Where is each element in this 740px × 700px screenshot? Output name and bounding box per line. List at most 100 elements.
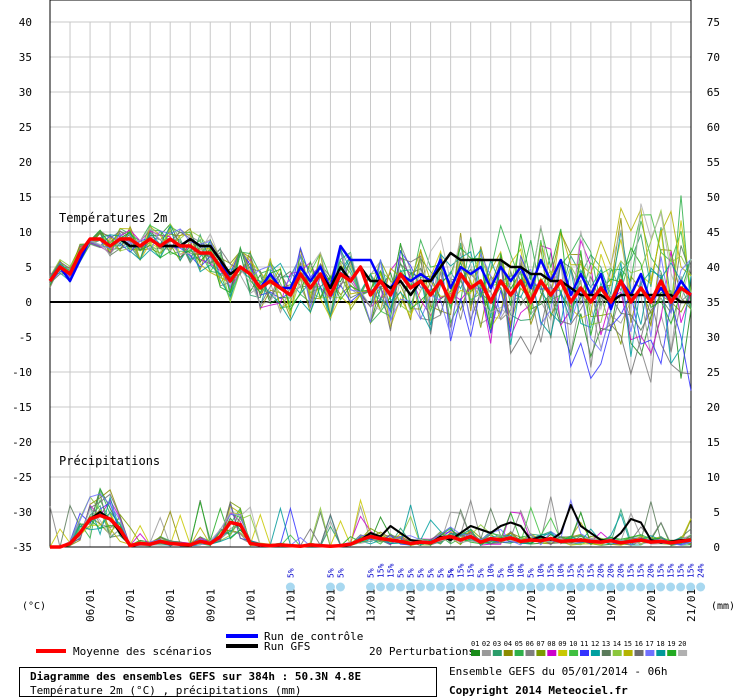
chart-title: Diagramme des ensembles GEFS sur 384h : … [30,670,362,683]
snow-probability-label: 15% [637,563,646,578]
snow-flake-icon [656,582,666,592]
perturbation-legend-swatch [667,650,677,656]
perturbation-legend-swatch [580,650,589,656]
perturbation-color-legend: 01 02 03 04 05 06 07 08 09 10 11 12 13 14 15 16 17 18 19 20 [471,640,688,656]
date-label: 14/01 [405,589,418,622]
right-tick-label: 15 [707,436,720,449]
left-tick-label: -30 [12,506,32,519]
snow-flake-icon [686,582,696,592]
chart-subtitle: Température 2m (°C) , précipitations (mm… [30,684,302,697]
snow-probability-label: 5% [427,568,436,578]
left-tick-label: -10 [12,366,32,379]
snow-probability-label: 5% [417,568,426,578]
snow-probability-label: 10% [557,563,566,578]
perturbation-legend-id: 04 [504,640,512,648]
snow-flake-icon [476,582,486,592]
right-tick-label: 10 [707,471,720,484]
snow-probability-label: 5% [447,568,456,578]
snow-flake-icon [506,582,516,592]
snow-probability-label: 10% [537,563,546,578]
snow-flake-icon [696,582,706,592]
left-tick-label: 20 [19,156,32,169]
copyright: Copyright 2014 Meteociel.fr [449,684,628,697]
perturbation-legend-swatch [547,650,557,656]
date-label: 12/01 [324,589,337,622]
right-tick-label: 60 [707,121,720,134]
snow-flake-icon [666,582,676,592]
perturbation-legend-swatch [503,650,513,656]
legend-perturbations-label: 20 Perturbations [369,645,475,658]
snow-flake-icon [366,582,375,592]
snow-flake-icon [626,582,636,592]
snow-flake-icon [376,582,385,592]
snow-probability-label: 5% [397,568,406,578]
snow-probability-label: 15% [547,563,556,578]
temperature-panel-label: Températures 2m [59,211,167,225]
snow-probability-label: 5% [437,568,446,578]
perturbation-legend-swatch [481,650,491,656]
left-tick-label: 40 [19,16,32,29]
snow-flake-icon [516,582,526,592]
right-tick-label: 25 [707,366,720,379]
perturbation-legend-id: 05 [515,640,523,648]
right-tick-label: 40 [707,261,720,274]
left-tick-label: 25 [19,121,32,134]
snow-flake-icon [536,582,546,592]
snow-flake-icon [446,582,456,592]
right-tick-label: 30 [707,331,720,344]
snow-flake-icon [646,582,656,592]
perturbation-legend-id: 19 [667,640,675,648]
perturbation-legend-id: 01 [471,640,479,648]
perturbation-legend-id: 14 [613,640,621,648]
snow-flake-icon [576,582,586,592]
perturbation-legend-swatch [612,650,622,656]
perturbation-legend-id: 02 [482,640,490,648]
snow-flake-icon [486,582,496,592]
snow-flake-icon [416,582,425,592]
left-axis-ticks: 40 35 30 25 20 15 10 5 0 -5 -10 -15 -20 -25 -30 -35 [12,16,32,554]
snow-probability-label: 5% [286,568,295,578]
left-tick-label: -25 [12,471,32,484]
right-axis-unit: (mm) [711,601,735,612]
date-label: 09/01 [204,589,217,622]
right-tick-label: 75 [707,16,720,29]
mean-precip-line [50,513,692,549]
date-label: 19/01 [605,589,618,622]
perturbation-legend-swatch [601,650,611,656]
snow-probability-label: 15% [677,563,686,578]
left-tick-label: 15 [19,191,32,204]
legend-mean-label: Moyenne des scénarios [73,645,212,658]
snow-probability-label: 15% [587,563,596,578]
snow-flake-icon [636,582,646,592]
snow-probability-label: 15% [567,563,576,578]
perturbation-legend-id: 03 [493,640,501,648]
snow-flake-icon [566,582,576,592]
right-tick-label: 0 [713,541,720,554]
snow-probability-label: 15% [687,563,696,578]
snow-probability-label: 5% [477,568,486,578]
snow-probability-label: 15% [667,563,676,578]
snow-probability-label: 20% [607,563,616,578]
perturbation-legend-swatch [645,650,655,656]
snow-flake-icon [496,582,506,592]
date-label: 13/01 [365,589,378,622]
perturbation-legend-swatch [514,650,524,656]
snow-flake-icon [586,582,596,592]
snow-probability-label: 15% [657,563,666,578]
perturbation-legend-id: 07 [536,640,544,648]
snow-probability-label: 24% [697,563,706,578]
snow-flake-icon [325,582,335,592]
date-label: 18/01 [565,589,578,622]
date-label: 10/01 [244,589,257,622]
left-tick-label: 5 [25,261,32,274]
chart-title-box: Diagramme des ensembles GEFS sur 384h : … [19,667,437,697]
snow-probability-label: 15% [627,563,636,578]
perturbation-legend-id: 13 [602,640,610,648]
mean-temp-line [48,237,693,304]
left-axis-unit: (°C) [22,601,46,612]
perturbation-legend-id: 15 [624,640,632,648]
date-label: 21/01 [685,589,698,622]
precipitation-panel-label: Précipitations [59,454,160,468]
perturbation-legend-id: 10 [569,640,577,648]
